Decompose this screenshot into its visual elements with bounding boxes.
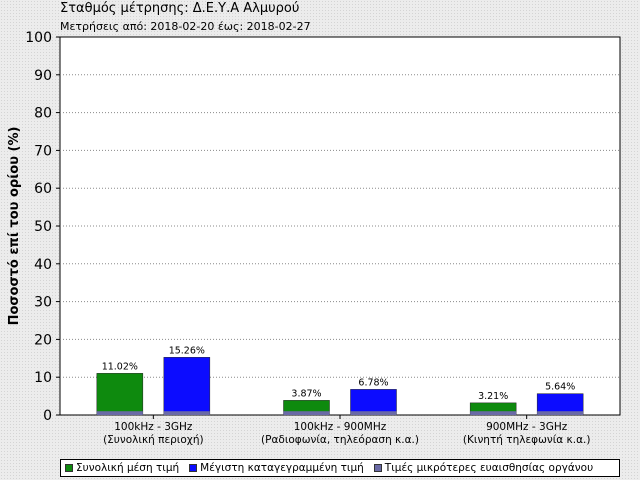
data-label: 15.26%	[169, 345, 205, 356]
bar-sensitivity	[350, 411, 397, 415]
data-label: 5.64%	[545, 382, 575, 393]
y-tick-label: 100	[25, 30, 52, 46]
legend-label-sensitivity: Τιμές μικρότερες ευαισθησίας οργάνου	[384, 462, 594, 474]
measurement-period: Μετρήσεις από: 2018-02-20 έως: 2018-02-2…	[60, 20, 311, 33]
bar-sensitivity	[470, 411, 517, 415]
data-label: 11.02%	[102, 361, 138, 372]
bar-sensitivity	[537, 411, 584, 415]
legend-item-sensitivity: Τιμές μικρότερες ευαισθησίας οργάνου	[373, 462, 594, 474]
data-label: 3.21%	[478, 391, 508, 402]
bar-maximum	[163, 357, 211, 416]
y-tick-label: 0	[43, 408, 52, 424]
bar-average	[96, 373, 144, 416]
legend-label-average: Συνολική μέση τιμή	[76, 462, 180, 474]
station-title: Σταθμός μέτρησης: Δ.Ε.Υ.Α Αλμυρού	[60, 1, 300, 16]
y-tick-label: 40	[34, 257, 52, 273]
bar-sensitivity	[283, 411, 330, 415]
data-label: 3.87%	[291, 388, 321, 399]
x-tick-sublabel: (Κινητή τηλεφωνία κ.α.)	[463, 434, 591, 446]
y-tick-label: 80	[34, 106, 52, 122]
x-tick-label: 100kHz - 900MHz	[294, 421, 387, 433]
legend-label-maximum: Μέγιστη καταγεγραμμένη τιμή	[200, 462, 364, 474]
legend-swatch-maximum	[189, 464, 198, 472]
bar-sensitivity	[163, 411, 210, 415]
y-tick-label: 60	[34, 181, 52, 197]
y-tick-label: 90	[34, 68, 52, 84]
x-tick-sublabel: (Συνολική περιοχή)	[103, 434, 204, 446]
y-tick-label: 30	[34, 295, 52, 311]
data-label: 6.78%	[358, 377, 388, 388]
x-tick-sublabel: (Ραδιοφωνία, τηλεόραση κ.α.)	[261, 434, 419, 446]
y-tick-label: 20	[34, 332, 52, 348]
bar-maximum	[350, 389, 397, 416]
chart-legend: Συνολική μέση τιμή Μέγιστη καταγεγραμμέν…	[60, 459, 620, 477]
y-tick-label: 10	[34, 370, 52, 386]
y-tick-label: 70	[34, 143, 52, 159]
y-axis-label: Ποσοστό επί του ορίου (%)	[7, 127, 22, 326]
legend-item-average: Συνολική μέση τιμή	[65, 462, 179, 474]
y-tick-label: 50	[34, 219, 52, 235]
legend-item-maximum: Μέγιστη καταγεγραμμένη τιμή	[189, 462, 364, 474]
x-tick-label: 900MHz - 3GHz	[486, 421, 568, 433]
legend-swatch-sensitivity	[373, 464, 382, 472]
x-tick-label: 100kHz - 3GHz	[114, 421, 193, 433]
bar-sensitivity	[96, 411, 143, 415]
legend-swatch-average	[65, 464, 73, 472]
